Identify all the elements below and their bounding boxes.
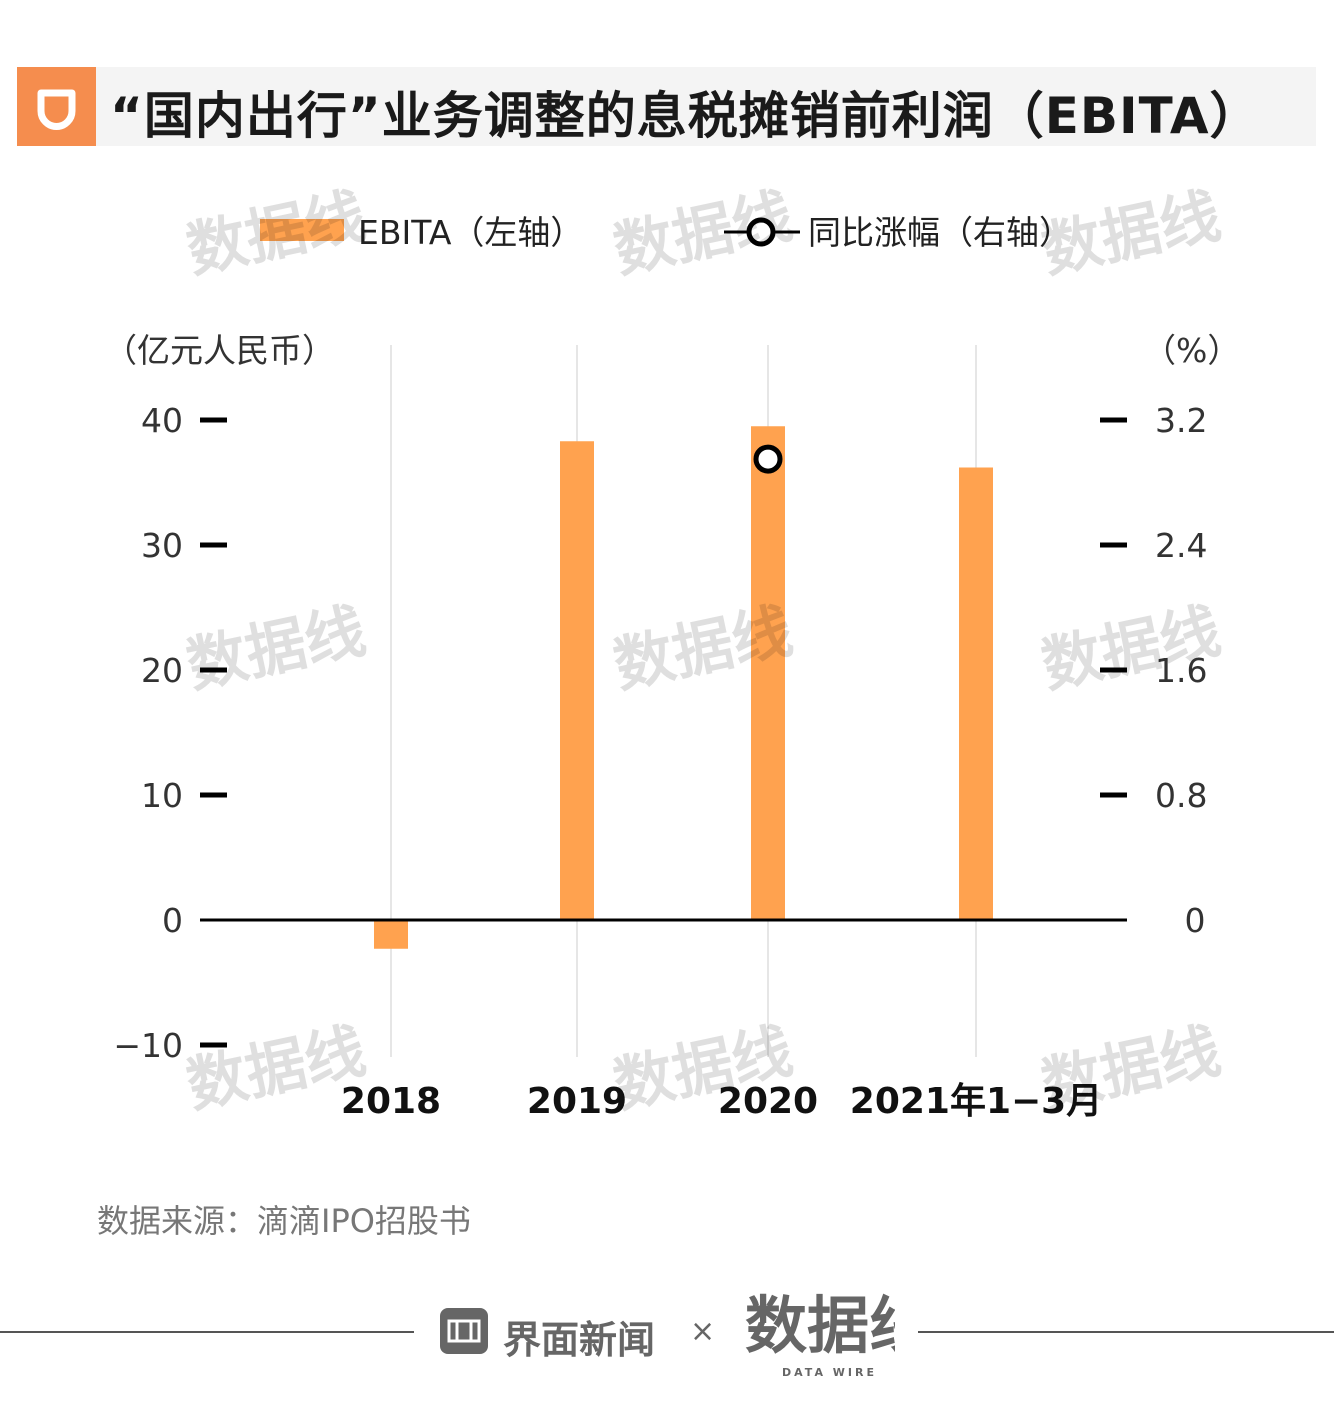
data-source: 数据来源：滴滴IPO招股书: [97, 1202, 471, 1240]
jiemian-brand: 界面新闻: [503, 1318, 656, 1362]
ebita-chart: −10 0 10 20 30 40 0 0.8 1.6 2.4 3.2 2018 2019 2020 202…: [113, 345, 1207, 1122]
title-bar: [17, 67, 1316, 146]
left-axis-unit: （亿元人民币）: [104, 331, 335, 370]
jiemian-logo-icon: [440, 1308, 488, 1354]
right-tick-label-3: 2.4: [1155, 526, 1207, 565]
right-tick-label-2: 1.6: [1155, 651, 1207, 690]
left-tick-label-5: 40: [141, 401, 183, 440]
data-wire-logo-text: 数据线: [745, 1289, 895, 1362]
times-symbol: ×: [690, 1314, 716, 1349]
left-tick-label-3: 20: [141, 651, 183, 690]
legend-line-swatch: [724, 217, 800, 247]
right-tick-label-0: 0: [1185, 901, 1206, 940]
legend-bar-label: EBITA（左轴）: [358, 213, 584, 252]
bar-2021年1−3月: [959, 467, 993, 920]
bar-2020: [751, 426, 785, 920]
chart-title: “国内出行”业务调整的息税摊销前利润（EBITA）: [110, 87, 1261, 145]
left-tick-label-0: −10: [113, 1026, 183, 1065]
x-label-3: 2021年1−3月: [850, 1081, 1102, 1122]
footer-divider-right: [918, 1331, 1334, 1333]
x-label-0: 2018: [341, 1081, 441, 1122]
right-axis-unit: （%）: [1143, 331, 1241, 370]
left-tick-label-2: 10: [141, 776, 183, 815]
didi-logo-icon: [17, 67, 96, 146]
left-tick-label-1: 0: [162, 901, 183, 940]
bar-2018: [374, 920, 408, 949]
legend-bar-swatch: [260, 219, 344, 241]
line-point-2020: [753, 444, 783, 474]
data-wire-tagline: DATA WIRE: [782, 1366, 877, 1379]
legend-line-label: 同比涨幅（右轴）: [808, 213, 1072, 252]
left-tick-label-4: 30: [141, 526, 183, 565]
right-tick-label-1: 0.8: [1155, 776, 1207, 815]
bar-2019: [560, 441, 594, 920]
x-label-1: 2019: [527, 1081, 627, 1122]
data-wire-logo: 数据线: [745, 1289, 895, 1362]
x-label-2: 2020: [718, 1081, 818, 1122]
footer-divider-left: [0, 1331, 414, 1333]
right-tick-label-4: 3.2: [1155, 401, 1207, 440]
